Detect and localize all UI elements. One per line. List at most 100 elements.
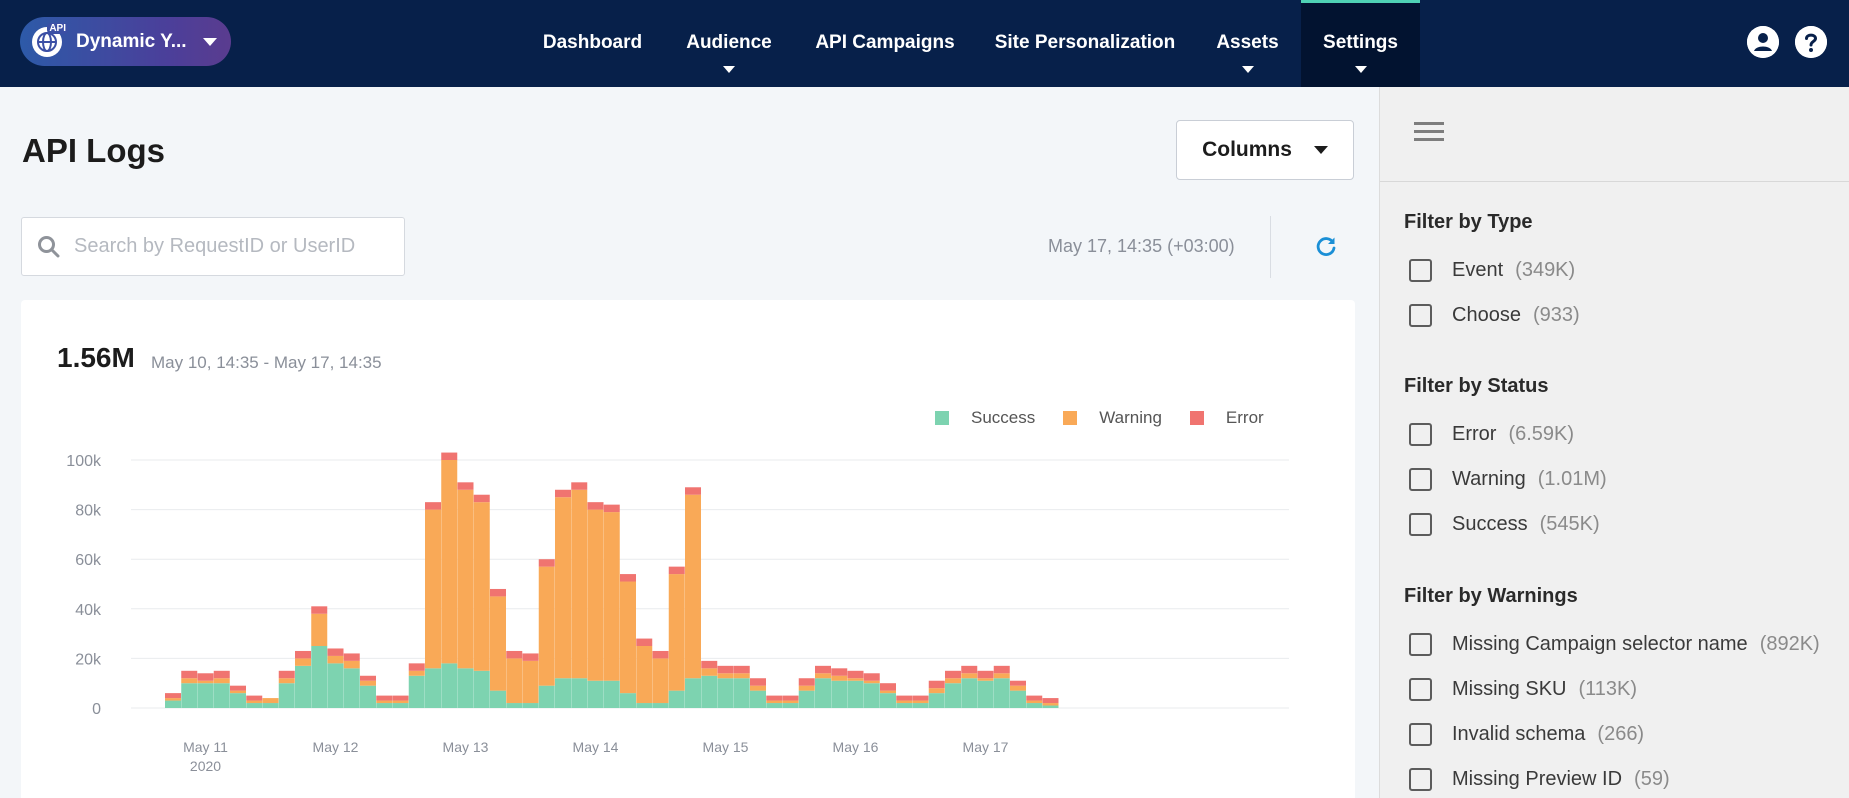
nav-site-personalization[interactable]: Site Personalization	[990, 0, 1180, 87]
bar-warning[interactable]	[376, 700, 393, 704]
user-account-icon[interactable]	[1747, 26, 1779, 58]
bar-success[interactable]	[880, 693, 896, 708]
bar-warning[interactable]	[603, 512, 620, 681]
bar-error[interactable]	[880, 683, 896, 691]
nav-dashboard[interactable]: Dashboard	[530, 0, 655, 87]
bar-success[interactable]	[1042, 705, 1059, 708]
bar-success[interactable]	[733, 678, 750, 708]
bar-error[interactable]	[1042, 698, 1059, 704]
bar-warning[interactable]	[750, 685, 766, 691]
bar-error[interactable]	[441, 452, 458, 460]
bar-error[interactable]	[425, 502, 441, 510]
bar-warning[interactable]	[652, 658, 669, 704]
bar-warning[interactable]	[685, 494, 701, 679]
bar-warning[interactable]	[961, 673, 978, 679]
checkbox[interactable]	[1409, 423, 1432, 446]
bar-warning[interactable]	[246, 700, 263, 704]
bar-warning[interactable]	[181, 678, 198, 684]
bar-success[interactable]	[343, 668, 360, 708]
bar-success[interactable]	[798, 690, 815, 708]
bar-error[interactable]	[197, 673, 214, 681]
bar-warning[interactable]	[668, 574, 685, 691]
bar-error[interactable]	[360, 675, 376, 681]
bar-warning[interactable]	[262, 698, 279, 704]
bar-error[interactable]	[636, 638, 653, 646]
bar-success[interactable]	[311, 646, 328, 708]
bar-success[interactable]	[815, 678, 831, 708]
bar-warning[interactable]	[945, 678, 961, 684]
bar-warning[interactable]	[441, 460, 458, 664]
bar-warning[interactable]	[896, 700, 913, 704]
bar-success[interactable]	[782, 703, 799, 708]
nav-settings[interactable]: Settings	[1301, 0, 1420, 87]
checkbox[interactable]	[1409, 304, 1432, 327]
checkbox[interactable]	[1409, 259, 1432, 282]
bar-warning[interactable]	[928, 688, 945, 694]
filter-option-invalid-schema[interactable]: Invalid schema (266)	[1409, 723, 1644, 746]
bar-warning[interactable]	[701, 668, 718, 676]
bar-error[interactable]	[977, 670, 994, 679]
bar-success[interactable]	[652, 703, 669, 708]
bar-error[interactable]	[327, 648, 344, 656]
bar-warning[interactable]	[343, 660, 360, 669]
bar-warning[interactable]	[1010, 685, 1026, 691]
nav-audience[interactable]: Audience	[678, 0, 780, 87]
bar-success[interactable]	[457, 668, 474, 708]
bar-error[interactable]	[246, 695, 263, 701]
filter-option-error[interactable]: Error (6.59K)	[1409, 423, 1574, 446]
bar-success[interactable]	[945, 683, 961, 708]
bar-success[interactable]	[506, 703, 523, 708]
bar-warning[interactable]	[457, 489, 474, 669]
bar-success[interactable]	[262, 703, 279, 708]
bar-success[interactable]	[766, 703, 783, 708]
filter-option-missing-preview-id[interactable]: Missing Preview ID (59)	[1409, 768, 1670, 791]
bar-warning[interactable]	[717, 673, 734, 679]
bar-error[interactable]	[831, 668, 848, 676]
bar-error[interactable]	[717, 665, 734, 674]
filter-option-success[interactable]: Success (545K)	[1409, 513, 1600, 536]
bar-warning[interactable]	[230, 690, 246, 694]
bar-success[interactable]	[181, 683, 198, 708]
bar-error[interactable]	[522, 653, 539, 661]
bar-warning[interactable]	[490, 596, 506, 691]
bar-warning[interactable]	[620, 581, 636, 694]
bar-error[interactable]	[587, 502, 604, 510]
bar-success[interactable]	[392, 703, 409, 708]
bar-warning[interactable]	[165, 698, 181, 701]
filter-option-warning[interactable]: Warning (1.01M)	[1409, 468, 1607, 491]
refresh-icon[interactable]	[1313, 234, 1339, 260]
bar-success[interactable]	[636, 703, 653, 708]
bar-warning[interactable]	[555, 497, 571, 679]
bar-success[interactable]	[912, 703, 929, 708]
bar-success[interactable]	[473, 670, 490, 708]
site-selector[interactable]: API Dynamic Y...	[20, 17, 231, 66]
bar-error[interactable]	[993, 665, 1010, 674]
bar-warning[interactable]	[1026, 700, 1043, 704]
bar-success[interactable]	[750, 690, 766, 708]
bar-warning[interactable]	[1042, 703, 1059, 706]
bar-warning[interactable]	[880, 690, 896, 694]
bar-warning[interactable]	[506, 658, 523, 704]
bar-warning[interactable]	[311, 613, 328, 646]
bar-error[interactable]	[701, 660, 718, 669]
bar-error[interactable]	[961, 665, 978, 674]
filter-option-choose[interactable]: Choose (933)	[1409, 304, 1580, 327]
bar-warning[interactable]	[977, 678, 994, 681]
bar-warning[interactable]	[295, 658, 311, 666]
bar-error[interactable]	[733, 665, 750, 674]
bar-error[interactable]	[295, 650, 311, 659]
menu-icon[interactable]	[1414, 122, 1444, 144]
bar-success[interactable]	[1010, 690, 1026, 708]
bar-warning[interactable]	[538, 566, 555, 686]
bar-error[interactable]	[620, 574, 636, 582]
bar-success[interactable]	[246, 703, 263, 708]
bar-success[interactable]	[522, 703, 539, 708]
bar-error[interactable]	[555, 489, 571, 498]
bar-success[interactable]	[408, 675, 425, 708]
bar-error[interactable]	[1010, 680, 1026, 686]
bar-warning[interactable]	[571, 489, 588, 679]
bar-success[interactable]	[295, 665, 311, 708]
bar-success[interactable]	[928, 693, 945, 708]
bar-success[interactable]	[977, 680, 994, 708]
bar-warning[interactable]	[587, 509, 604, 681]
